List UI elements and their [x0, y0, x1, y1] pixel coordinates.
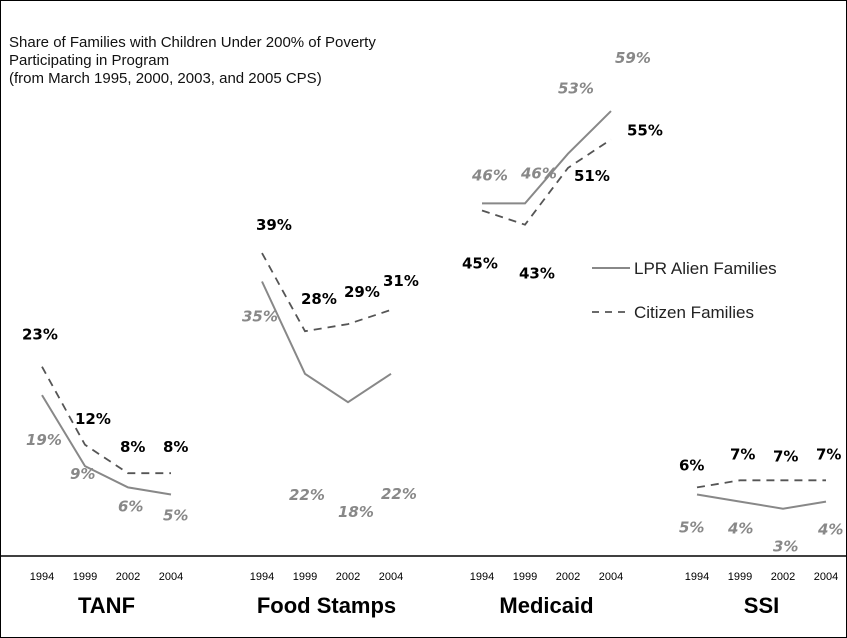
legend: LPR Alien Families Citizen Families [592, 259, 777, 322]
series-line-food-stamps-citizen [261, 252, 392, 333]
data-label-medicaid-lpr-1994: 46% [471, 166, 508, 184]
data-label-ssi-lpr-2002: 3% [773, 538, 798, 556]
panel-tanf: 1994 1999 2002 2004 TANF 19% 9% 6% 5% 23% 12% 8% 8% [22, 326, 188, 618]
year-label-medicaid-2004: 2004 [599, 571, 623, 583]
data-label-medicaid-citizen-2002: 51% [574, 167, 610, 185]
series-line-ssi-lpr [696, 493, 827, 510]
data-label-tanf-citizen-2002: 8% [120, 438, 145, 456]
year-label-ssi-2004: 2004 [814, 571, 838, 583]
data-label-tanf-lpr-1994: 19% [26, 431, 62, 449]
year-label-food-stamps-2004: 2004 [379, 571, 403, 583]
year-label-food-stamps-1999: 1999 [293, 571, 317, 583]
data-label-food-stamps-citizen-1999: 28% [301, 290, 337, 308]
data-label-food-stamps-lpr-1999: 22% [289, 486, 325, 504]
data-label-food-stamps-lpr-2004: 22% [381, 485, 417, 503]
year-label-tanf-1999: 1999 [73, 571, 97, 583]
series-line-tanf-lpr [41, 394, 172, 496]
program-label-medicaid: Medicaid [499, 593, 593, 618]
data-label-ssi-citizen-1999: 7% [730, 445, 755, 463]
year-label-medicaid-2002: 2002 [556, 571, 580, 583]
year-label-tanf-2002: 2002 [116, 571, 140, 583]
data-label-medicaid-lpr-1999: 46% [520, 164, 557, 182]
data-label-ssi-citizen-2002: 7% [773, 447, 798, 465]
data-label-tanf-lpr-2002: 6% [118, 497, 143, 515]
data-label-medicaid-lpr-2002: 53% [558, 80, 594, 98]
data-label-food-stamps-citizen-1994: 39% [256, 216, 292, 234]
data-label-medicaid-citizen-2004: 55% [627, 122, 663, 140]
legend-label-citizen: Citizen Families [634, 303, 754, 322]
data-label-tanf-lpr-2004: 5% [163, 507, 188, 525]
series-line-tanf-citizen [41, 366, 171, 475]
year-label-ssi-2002: 2002 [771, 571, 795, 583]
data-label-ssi-lpr-1999: 4% [727, 520, 753, 538]
year-label-tanf-1994: 1994 [30, 571, 54, 583]
data-label-food-stamps-citizen-2002: 29% [344, 283, 380, 301]
year-label-ssi-1999: 1999 [728, 571, 752, 583]
year-label-medicaid-1994: 1994 [470, 571, 494, 583]
data-label-ssi-lpr-1994: 5% [679, 519, 704, 537]
series-line-medicaid-lpr [482, 110, 612, 205]
data-label-food-stamps-lpr-1994: 35% [242, 308, 278, 326]
data-label-tanf-citizen-1999: 12% [75, 410, 111, 428]
year-label-tanf-2004: 2004 [159, 571, 183, 583]
title-line-1: Share of Families with Children Under 20… [9, 34, 376, 51]
year-label-medicaid-1999: 1999 [513, 571, 537, 583]
data-label-tanf-lpr-1999: 9% [70, 465, 95, 483]
program-label-tanf: TANF [78, 593, 135, 618]
data-label-tanf-citizen-2004: 8% [163, 438, 188, 456]
data-label-ssi-citizen-1994: 6% [679, 456, 704, 474]
legend-label-lpr: LPR Alien Families [634, 259, 777, 278]
panel-medicaid: 1994 1999 2002 2004 Medicaid 46% 46% 53% 59% 45% 4… [462, 49, 663, 618]
data-label-ssi-lpr-2004: 4% [817, 521, 843, 539]
year-label-food-stamps-1994: 1994 [250, 571, 274, 583]
series-line-ssi-citizen [696, 479, 826, 489]
data-label-food-stamps-citizen-2004: 31% [383, 272, 419, 290]
panel-ssi: 1994 1999 2002 2004 SSI 5% 4% 3% 4% 6% 7% 7% 7% [679, 445, 843, 618]
data-label-ssi-citizen-2004: 7% [816, 445, 841, 463]
data-label-medicaid-citizen-1999: 43% [519, 265, 555, 283]
series-line-medicaid-citizen [481, 138, 612, 226]
data-label-medicaid-lpr-2004: 59% [615, 49, 651, 67]
title-line-2: Participating in Program [9, 52, 170, 69]
data-label-tanf-citizen-1994: 23% [22, 326, 58, 344]
data-label-medicaid-citizen-1994: 45% [462, 255, 498, 273]
program-label-food-stamps: Food Stamps [257, 593, 396, 618]
program-label-ssi: SSI [744, 593, 779, 618]
data-label-food-stamps-lpr-2002: 18% [338, 503, 374, 521]
title-line-3: (from March 1995, 2000, 2003, and 2005 C… [9, 70, 322, 87]
year-label-food-stamps-2002: 2002 [336, 571, 360, 583]
year-label-ssi-1994: 1994 [685, 571, 709, 583]
panel-food-stamps: 1994 1999 2002 2004 Food Stamps 35% 22% 18% 22% 3… [242, 216, 419, 618]
chart-title: Share of Families with Children Under 20… [9, 34, 376, 88]
series-line-food-stamps-lpr [261, 281, 392, 404]
